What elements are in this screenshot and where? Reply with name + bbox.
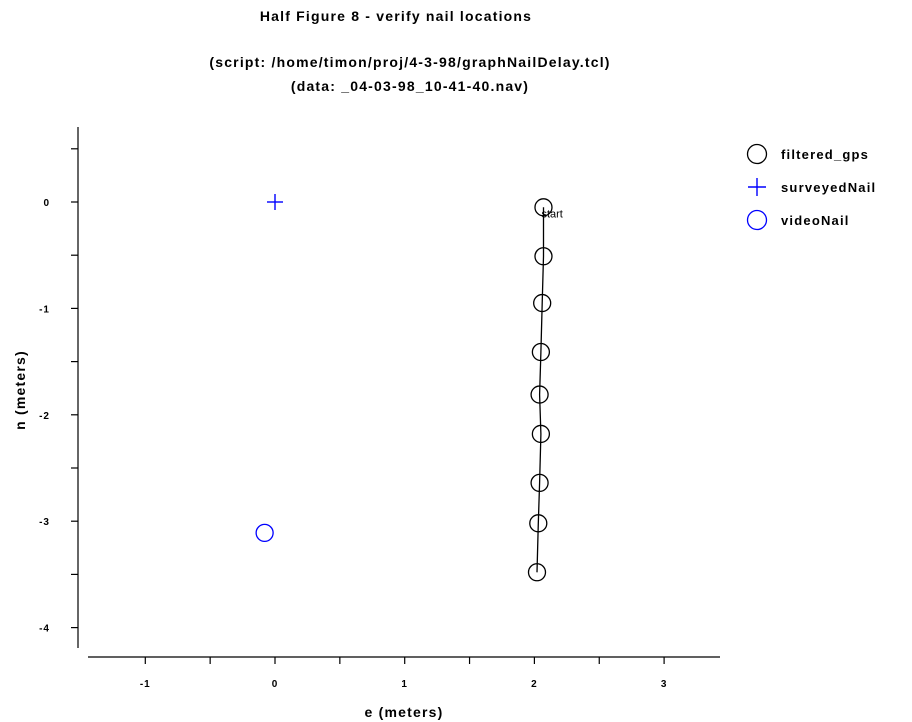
filtered_gps-line <box>536 207 545 573</box>
filtered_gps-point <box>527 563 547 582</box>
legend-label: filtered_gps <box>781 147 869 162</box>
x-tick-label: 0 <box>272 679 279 690</box>
filtered_gps-point <box>529 514 548 533</box>
legend-label: surveyedNail <box>781 180 876 195</box>
chart-subtitle-script: (script: /home/timon/proj/4-3-98/graphNa… <box>209 54 610 70</box>
x-axis-label: e (meters) <box>365 704 444 720</box>
videoNail-point <box>255 523 274 543</box>
x-tick-label: 1 <box>401 679 408 690</box>
series-filtered_gps <box>527 198 553 582</box>
legend-item-surveyedNail: surveyedNail <box>748 178 876 196</box>
filtered_gps-point <box>530 385 549 404</box>
x-tick-label: 2 <box>531 679 538 690</box>
filtered_gps-point <box>531 424 551 444</box>
legend-circle-icon <box>746 143 768 165</box>
legend-item-filtered_gps: filtered_gps <box>746 143 869 165</box>
legend-circle-icon <box>746 209 768 231</box>
legend-label: videoNail <box>781 213 850 228</box>
chart-subtitle-data: (data: _04-03-98_10-41-40.nav) <box>291 78 529 94</box>
series-videoNail <box>255 523 274 543</box>
filtered_gps-point <box>530 473 549 493</box>
y-tick-label: -1 <box>39 304 50 315</box>
series-surveyedNail <box>267 194 283 210</box>
filtered_gps-point <box>534 198 553 217</box>
filtered_gps-point <box>533 293 552 313</box>
legend-plus-icon <box>748 178 766 196</box>
chart-title: Half Figure 8 - verify nail locations <box>260 8 532 24</box>
y-tick-label: -4 <box>39 624 50 635</box>
y-tick-label: -2 <box>39 411 50 422</box>
plot-marks: start <box>255 194 563 582</box>
start-annotation: start <box>541 208 562 220</box>
y-tick-label: 0 <box>43 198 50 209</box>
filtered_gps-point <box>531 342 551 362</box>
x-tick-label: 3 <box>661 679 668 690</box>
surveyedNail-point <box>267 194 283 210</box>
x-tick-label: -1 <box>140 679 151 690</box>
filtered_gps-point <box>534 247 553 266</box>
legend-item-videoNail: videoNail <box>746 209 850 231</box>
legend: filtered_gps surveyedNail videoNail <box>746 143 876 231</box>
y-tick-label: -3 <box>39 517 50 528</box>
plot-axes: -1 0 1 2 3 0 -1 -2 -3 -4 <box>39 127 720 690</box>
y-axis-label: n (meters) <box>12 350 28 430</box>
